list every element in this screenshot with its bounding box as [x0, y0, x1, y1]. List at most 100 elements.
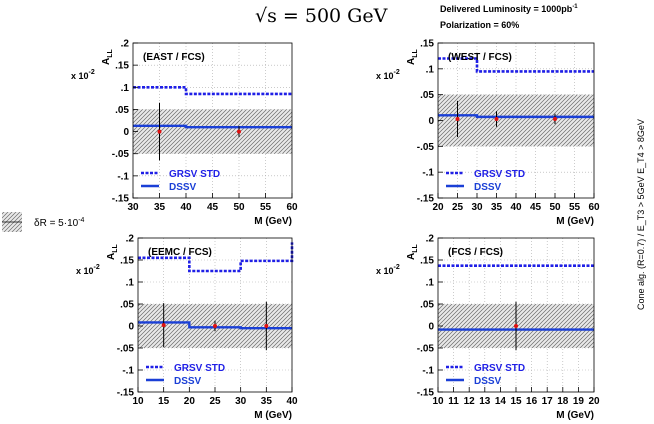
x-axis-label: M (GeV)	[254, 410, 292, 421]
data-point	[213, 324, 217, 328]
y-tick-label: .05	[120, 300, 134, 311]
data-point	[157, 129, 162, 134]
chart-panel-bottom-right: 10 11 12 13 14 15 16 17 18 19 20-.15-.1-.050.05.1.…	[376, 234, 600, 422]
polarization-label: Polarization = 60%	[440, 20, 519, 30]
y-tick-label: -.1	[422, 168, 434, 179]
panel-title: (EAST / FCS)	[143, 52, 205, 63]
x-axis-label: M (GeV)	[556, 410, 594, 421]
y-tick-label: -.15	[117, 388, 135, 399]
x-tick-label: 11	[448, 396, 459, 407]
energy-label: √s = 500 GeV	[255, 5, 388, 27]
y-tick-label: -.15	[112, 194, 130, 205]
x-tick-label: 40	[510, 202, 522, 213]
uncertainty-band	[133, 109, 292, 154]
panel-title: (WEST / FCS)	[448, 52, 512, 63]
y-tick-label: -.1	[117, 171, 129, 182]
y-tick-label: .05	[420, 300, 434, 311]
y-tick-label: 0	[428, 116, 434, 127]
data-point	[161, 323, 166, 328]
data-point	[514, 324, 518, 328]
data-point	[264, 324, 269, 328]
data-point	[455, 116, 460, 121]
x-tick-label: 20	[432, 202, 444, 213]
dssv-line	[133, 124, 292, 129]
x-tick-label: 35	[491, 202, 503, 213]
x-tick-label: 35	[261, 396, 273, 407]
x-tick-label: 16	[526, 396, 538, 407]
data-point	[237, 129, 241, 134]
y-axis-label: ALL	[101, 48, 114, 65]
legend-grsv-label: GRSV STD	[474, 169, 525, 180]
y-tick-label: -.05	[117, 344, 135, 355]
legend-grsv-label: GRSV STD	[174, 363, 225, 374]
y-tick-label: -.15	[417, 194, 435, 205]
panels: 30 35 40 45 50 55 60 -.15 -.1 -.05 0 .05 .1 .15 .2 ALL x…	[71, 39, 600, 422]
x-tick-label: 35	[154, 202, 166, 213]
y-tick-label: .05	[420, 90, 434, 101]
y-scale-label: x 10-2	[76, 264, 100, 276]
x-tick-label: 14	[495, 396, 507, 407]
x-tick-label: 25	[452, 202, 464, 213]
y-scale-label: x 10-2	[376, 69, 400, 81]
y-scale-label: x 10-2	[376, 264, 400, 276]
x-tick-label: 40	[286, 396, 298, 407]
y-axis-label: ALL	[106, 243, 119, 260]
x-tick-label: 18	[557, 396, 569, 407]
x-tick-label: 25	[209, 396, 221, 407]
y-tick-label: .15	[120, 256, 134, 267]
legend-grsv-label: GRSV STD	[169, 169, 220, 180]
x-tick-label: 20	[588, 396, 600, 407]
x-axis-label: M (GeV)	[556, 216, 594, 227]
x-tick-label: 19	[573, 396, 585, 407]
x-tick-label: 30	[471, 202, 483, 213]
luminosity-label: Delivered Luminosity = 1000pb-1	[440, 4, 578, 14]
data-point	[494, 116, 499, 121]
x-tick-label: 60	[286, 202, 298, 213]
x-tick-label: 30	[127, 202, 139, 213]
y-tick-label: -.05	[417, 344, 435, 355]
y-tick-label: .1	[426, 64, 435, 75]
y-tick-label: .1	[126, 278, 135, 289]
y-tick-label: 0	[123, 127, 129, 138]
y-tick-label: .05	[115, 105, 129, 116]
y-scale-label: x 10-2	[71, 69, 95, 81]
x-tick-label: 60	[588, 202, 600, 213]
x-tick-label: 30	[235, 396, 247, 407]
band-legend-label: δR = 5·10-4	[34, 217, 85, 229]
y-axis-label: ALL	[406, 48, 419, 65]
x-tick-label: 17	[542, 396, 554, 407]
panel-title: (EEMC / FCS)	[148, 247, 212, 258]
x-tick-label: 12	[464, 396, 476, 407]
legend-dssv-label: DSSV	[474, 182, 502, 193]
y-tick-label: -.1	[122, 366, 134, 377]
chart-panel-bottom-left: 10 15 20 25 30 35 40 -.15 -.1 -.05 0 .05 .1 .15 .2 ALL x…	[76, 234, 298, 422]
y-tick-label: -.05	[417, 142, 435, 153]
y-tick-label: -.15	[417, 388, 435, 399]
y-tick-label: .15	[115, 61, 129, 72]
x-tick-label: 45	[530, 202, 542, 213]
y-tick-label: .2	[426, 234, 435, 245]
x-tick-label: 20	[184, 396, 196, 407]
legend-dssv-label: DSSV	[174, 376, 202, 387]
x-tick-label: 13	[479, 396, 491, 407]
y-tick-label: .2	[121, 39, 130, 50]
y-tick-label: .15	[420, 256, 434, 267]
y-tick-label: .1	[121, 83, 130, 94]
chart-panel-top-left: 30 35 40 45 50 55 60 -.15 -.1 -.05 0 .05 .1 .15 .2 ALL x…	[71, 39, 298, 228]
y-tick-label: -.1	[422, 366, 434, 377]
legend-grsv-label: GRSV STD	[474, 363, 525, 374]
chart-panel-top-right: 20 25 30 35 40 45 50 55 60 -.15 -.1 -.05 0 .05 .1 .15AL…	[376, 39, 600, 228]
uncertainty-band	[438, 94, 594, 147]
legend-dssv-label: DSSV	[474, 376, 502, 387]
x-tick-label: 45	[207, 202, 219, 213]
y-tick-label: -.05	[112, 149, 130, 160]
y-tick-label: .15	[420, 39, 434, 50]
x-tick-label: 15	[510, 396, 522, 407]
x-tick-label: 10	[132, 396, 144, 407]
panel-title: (FCS / FCS)	[448, 247, 503, 258]
y-tick-label: .1	[426, 278, 435, 289]
x-tick-label: 15	[158, 396, 170, 407]
data-point	[553, 116, 557, 121]
x-tick-label: 55	[569, 202, 581, 213]
